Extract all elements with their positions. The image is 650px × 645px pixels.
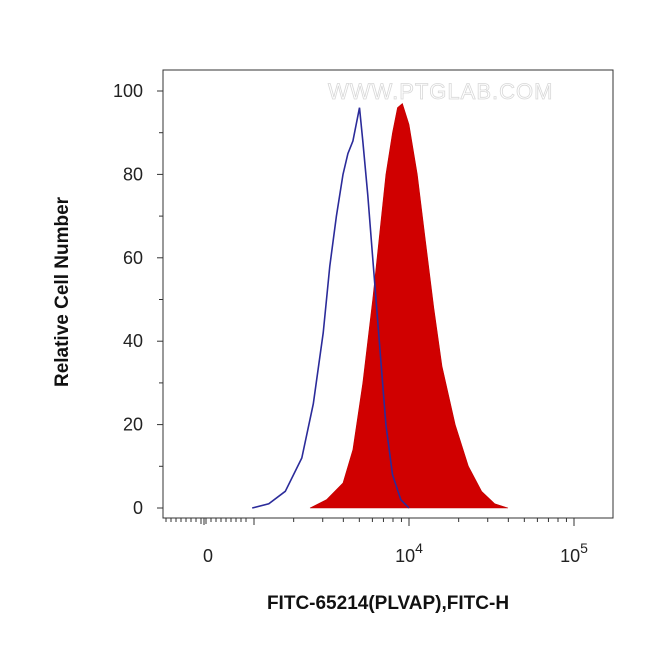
x-tick-label: 104 [395, 540, 423, 566]
y-tick-label: 0 [133, 498, 143, 518]
x-axis: 0 104 105 [165, 518, 588, 566]
x-tick-label: 105 [560, 540, 588, 566]
y-tick-label: 20 [123, 415, 143, 435]
y-tick-label: 80 [123, 164, 143, 184]
control-histogram [252, 107, 410, 509]
y-axis-title: Relative Cell Number [52, 196, 73, 387]
x-tick-label: 0 [203, 546, 213, 566]
y-tick-label: 40 [123, 331, 143, 351]
y-axis: 0 20 40 60 80 100 [113, 81, 163, 518]
y-tick-label: 60 [123, 248, 143, 268]
watermark: WWW.PTGLAB.COM [328, 79, 553, 104]
y-tick-label: 100 [113, 81, 143, 101]
x-axis-title: FITC-65214(PLVAP),FITC-H [267, 593, 509, 614]
plot-area: WWW.PTGLAB.COM [162, 69, 614, 519]
plvap-histogram [309, 102, 509, 509]
